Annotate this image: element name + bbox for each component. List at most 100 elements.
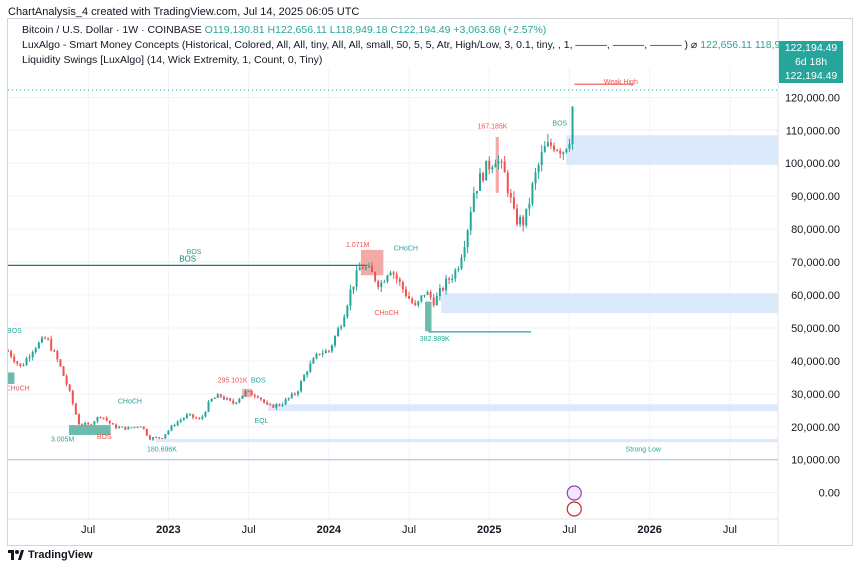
candle-body: [204, 411, 207, 417]
candle-body: [411, 298, 414, 304]
smc-annotation-label: 1.071M: [346, 242, 370, 249]
candle-body: [531, 183, 534, 204]
tradingview-brand[interactable]: TradingView: [8, 549, 93, 561]
candle-body: [497, 161, 500, 164]
candle-body: [417, 301, 420, 306]
y-tick-label: 30,000.00: [791, 389, 840, 401]
smc-annotation-label: CHoCH: [8, 386, 30, 393]
candle-body: [90, 424, 93, 426]
candle-body: [491, 167, 494, 170]
candle-body: [148, 435, 151, 440]
x-tick-label: Jul: [402, 524, 416, 536]
candle-body: [114, 424, 117, 429]
demand-zone: [267, 404, 778, 411]
candle-body: [155, 437, 158, 439]
candle-body: [28, 357, 31, 359]
candle-body: [263, 399, 266, 403]
x-tick-label: Jul: [242, 524, 256, 536]
ohlc-low: L118,949.18: [329, 24, 388, 36]
candle-body: [62, 366, 65, 376]
y-tick-label: 50,000.00: [791, 323, 840, 335]
ohlc-open: O119,130.81: [204, 24, 265, 36]
y-tick-label: 100,000.00: [785, 158, 840, 170]
ohlc-change: +3,063.68 (+2.57%): [453, 24, 547, 36]
candle-body: [408, 295, 411, 299]
y-tick-label: 40,000.00: [791, 356, 840, 368]
candle-body: [426, 292, 429, 295]
candle-body: [145, 428, 148, 436]
x-tick-label: Jul: [562, 524, 576, 536]
candle-body: [207, 401, 210, 412]
candle-body: [509, 193, 512, 198]
candle-body: [395, 274, 398, 279]
candle-body: [13, 356, 16, 362]
candle-body: [315, 353, 318, 359]
smc-annotation-label: BOS: [187, 249, 202, 256]
candle-body: [346, 305, 349, 317]
smc-annotation-label: 167.185K: [477, 124, 507, 131]
x-tick-label: Jul: [723, 524, 737, 536]
demand-zone: [441, 293, 778, 314]
candle-body: [546, 142, 549, 147]
candle-body: [37, 342, 40, 349]
candle-body: [448, 278, 451, 280]
candle-body: [8, 351, 9, 352]
candle-body: [312, 358, 315, 364]
candle-body: [460, 257, 463, 269]
tradingview-logo-icon: [8, 550, 24, 560]
level-label: BOS: [179, 254, 196, 263]
candle-body: [226, 398, 229, 400]
candle-body: [281, 404, 284, 406]
candle-body: [364, 267, 367, 269]
us-economic-event-icon[interactable]: [566, 501, 582, 517]
crypto-event-icon[interactable]: [566, 485, 582, 501]
candle-body: [151, 437, 154, 440]
candle-body: [525, 208, 528, 226]
candle-body: [34, 348, 37, 352]
candle-body: [414, 303, 417, 306]
candle-body: [454, 270, 457, 279]
y-tick-label: 110,000.00: [786, 125, 840, 137]
candle-body: [229, 398, 232, 401]
y-tick-label: 80,000.00: [791, 224, 840, 236]
candle-body: [65, 375, 68, 385]
candle-body: [185, 414, 188, 419]
candle-body: [429, 292, 432, 298]
y-tick-label: 10,000.00: [791, 455, 840, 467]
candle-body: [392, 272, 395, 275]
x-tick-label: 2023: [156, 524, 180, 536]
candle-body: [549, 142, 552, 146]
legend-row-liquidity[interactable]: Liquidity Swings [LuxAlgo] (14, Wick Ext…: [22, 54, 322, 66]
chart-frame[interactable]: 0.00 10,000.00 20,000.00 30,000.00 40,000.00…: [7, 18, 853, 546]
y-tick-label: 20,000.00: [791, 422, 840, 434]
candle-body: [99, 417, 102, 419]
legend-row-symbol: Bitcoin / U.S. Dollar · 1W · COINBASE O1…: [22, 24, 546, 36]
candle-body: [198, 418, 201, 420]
bull_ob-zone: [68, 425, 111, 435]
candle-body: [562, 152, 565, 154]
bear_ob-zone: [242, 388, 252, 398]
price-chart[interactable]: 0.00 10,000.00 20,000.00 30,000.00 40,000.00…: [8, 19, 852, 545]
candle-body: [142, 426, 145, 429]
candle-body: [201, 416, 204, 419]
candle-body: [503, 161, 506, 173]
candle-body: [22, 365, 25, 367]
candle-body: [222, 396, 225, 400]
candle-body: [247, 390, 250, 392]
candle-body: [466, 230, 469, 248]
smc-annotation-label: 180.696K: [147, 446, 177, 453]
candle-body: [56, 351, 59, 360]
candle-body: [309, 363, 312, 372]
candle-body: [469, 211, 472, 231]
candle-body: [337, 328, 340, 337]
candle-body: [216, 394, 219, 398]
indicator-liquidity-label: Liquidity Swings [LuxAlgo] (14, Wick Ext…: [22, 54, 323, 66]
candle-body: [438, 288, 441, 297]
candle-body: [324, 350, 327, 354]
candle-body: [111, 423, 114, 425]
candle-body: [127, 427, 130, 430]
candle-body: [321, 353, 324, 355]
y-tick-label: 70,000.00: [791, 257, 840, 269]
candle-body: [293, 393, 296, 395]
legend-row-smc[interactable]: LuxAlgo - Smart Money Concepts (Historic…: [22, 39, 815, 51]
